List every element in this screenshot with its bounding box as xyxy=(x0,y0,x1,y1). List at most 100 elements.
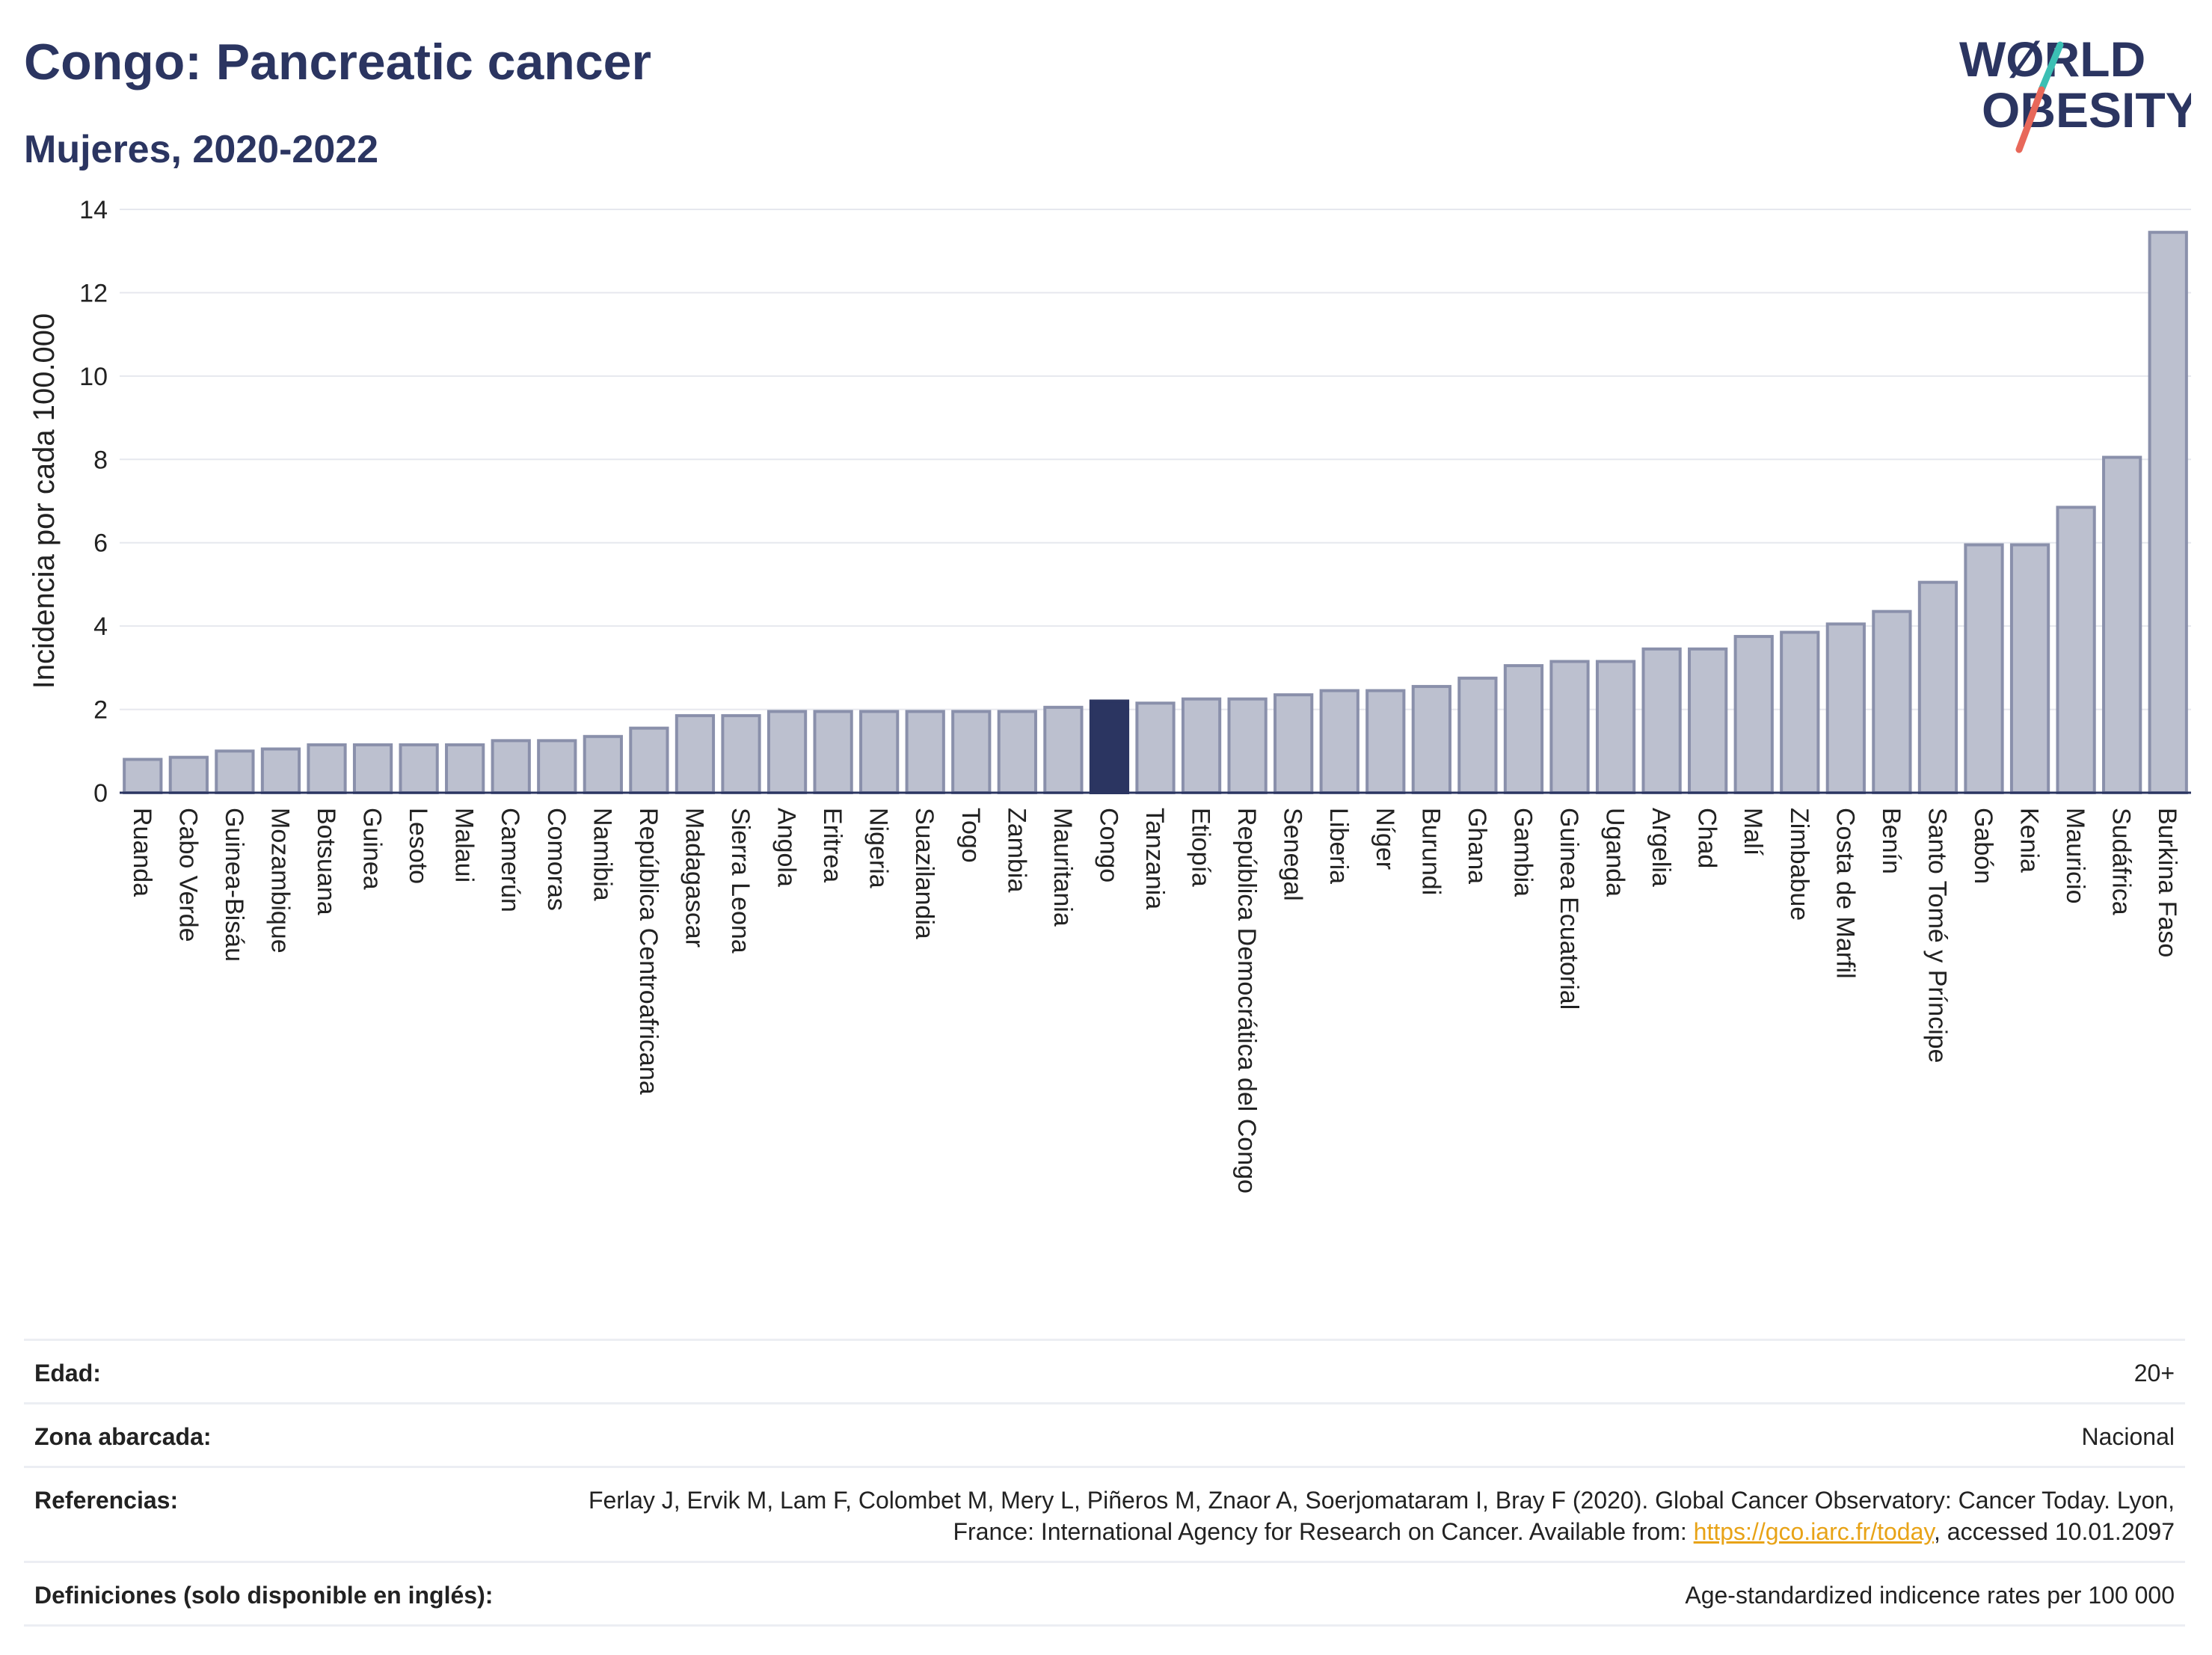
bar xyxy=(766,710,808,794)
bar xyxy=(1227,697,1268,795)
x-tick-label: Costa de Marfil xyxy=(1831,808,1859,979)
logo-slash-top xyxy=(2038,41,2064,93)
bar xyxy=(813,710,853,794)
bar xyxy=(1319,689,1360,794)
x-tick-label: Namibia xyxy=(588,808,616,901)
bar xyxy=(1641,647,1682,794)
x-tick-label: Congo xyxy=(1094,808,1122,882)
x-tick-label: Malaui xyxy=(450,808,479,882)
x-tick-label: Sierra Leona xyxy=(726,808,755,954)
axes: 0 2 4 6 8 10 12 14 Ruanda Cabo Verde Guinea-Bisáu M… xyxy=(79,196,2191,1194)
y-tick-label: 6 xyxy=(93,529,108,558)
x-tick-label: Angola xyxy=(772,808,801,887)
bar xyxy=(1274,693,1314,794)
bar xyxy=(537,739,577,794)
x-tick-label: Guinea-Bisáu xyxy=(220,808,248,962)
x-tick-label: Benín xyxy=(1877,808,1905,874)
bar xyxy=(1733,635,1774,794)
info-row-references: Referencias: Ferlay J, Ervik M, Lam F, C… xyxy=(24,1466,2185,1561)
reference-text: Ferlay J, Ervik M, Lam F, Colombet M, Me… xyxy=(588,1487,2175,1545)
bar xyxy=(1917,580,1958,795)
info-label-references: Referencias: xyxy=(34,1487,179,1514)
bar xyxy=(1043,705,1084,794)
bar xyxy=(675,713,716,795)
bar xyxy=(1549,660,1590,794)
bar xyxy=(1780,630,1820,794)
y-tick-label: 10 xyxy=(79,363,108,391)
y-tick-label: 12 xyxy=(79,279,108,307)
info-value-definitions: Age-standardized indicence rates per 100… xyxy=(1685,1582,2175,1609)
x-tick-label: Gambia xyxy=(1508,808,1537,897)
info-label-area: Zona abarcada: xyxy=(34,1423,212,1450)
x-tick-label: Níger xyxy=(1371,808,1399,870)
bar xyxy=(491,739,531,794)
x-tick-label: Cabo Verde xyxy=(173,808,202,942)
x-tick-label: Ruanda xyxy=(128,808,156,897)
x-tick-label: Suazilandia xyxy=(910,808,938,939)
x-tick-label: Uganda xyxy=(1601,808,1629,897)
x-tick-label: Kenia xyxy=(2015,808,2044,873)
x-tick-label: Senegal xyxy=(1279,808,1307,901)
bar xyxy=(1365,689,1406,794)
x-tick-label: Mozambique xyxy=(265,808,294,954)
x-tick-label: Botsuana xyxy=(312,808,340,915)
x-tick-label: Burundi xyxy=(1416,808,1445,895)
chart-subtitle: Mujeres, 2020-2022 xyxy=(24,128,379,171)
info-label-age: Edad: xyxy=(34,1360,101,1387)
bar xyxy=(997,710,1037,794)
bar xyxy=(215,749,255,794)
bar xyxy=(1411,684,1451,795)
info-value-age: 20+ xyxy=(2133,1360,2175,1387)
x-tick-label: Mauricio xyxy=(2061,808,2089,903)
info-value-area: Nacional xyxy=(2081,1423,2175,1450)
x-tick-label: Malí xyxy=(1739,808,1767,856)
world-obesity-logo: WØRLD OBESITY xyxy=(1959,31,2191,153)
bar xyxy=(399,743,439,795)
x-tick-label: República Democrática del Congo xyxy=(1232,808,1261,1194)
chart-title: Congo: Pancreatic cancer xyxy=(24,34,651,90)
reference-accessed: , accessed 10.01.2097 xyxy=(1933,1518,2175,1545)
bar xyxy=(2056,506,2096,794)
x-tick-label: Chad xyxy=(1693,808,1721,868)
bar xyxy=(1872,610,1912,795)
x-tick-label: Mauritania xyxy=(1048,808,1077,927)
bar xyxy=(123,758,163,795)
x-tick-label: Camerún xyxy=(496,808,524,912)
bar xyxy=(1089,699,1130,795)
info-row-area: Zona abarcada: Nacional xyxy=(24,1402,2185,1466)
y-tick-label: 2 xyxy=(93,696,108,725)
info-value-references: Ferlay J, Ervik M, Lam F, Colombet M, Me… xyxy=(529,1484,2175,1547)
y-tick-label: 4 xyxy=(93,612,108,641)
x-tick-label: Madagascar xyxy=(680,808,708,948)
info-row-age: Edad: 20+ xyxy=(24,1339,2185,1402)
bar xyxy=(1595,660,1636,794)
x-tick-label: Guinea Ecuatorial xyxy=(1555,808,1583,1010)
bar xyxy=(629,726,669,795)
y-tick-label: 14 xyxy=(79,196,108,224)
bar xyxy=(2148,230,2188,794)
bar xyxy=(1135,701,1176,795)
x-tick-label: Guinea xyxy=(358,808,387,890)
x-tick-label: Zimbabue xyxy=(1785,808,1813,921)
x-tick-label: Lesoto xyxy=(404,808,432,884)
bar xyxy=(859,710,900,794)
reference-link[interactable]: https://gco.iarc.fr/today xyxy=(1693,1518,1934,1545)
x-tick-label: Tanzania xyxy=(1140,808,1169,909)
logo-slash-bottom xyxy=(2015,86,2045,153)
info-table: Edad: 20+ Zona abarcada: Nacional Refere… xyxy=(24,1339,2185,1627)
bar xyxy=(1688,647,1728,794)
y-tick-label: 8 xyxy=(93,446,108,474)
bar xyxy=(1964,543,2004,794)
x-tick-label: Liberia xyxy=(1324,808,1353,884)
logo-line-2: OBESITY xyxy=(1982,82,2191,138)
bar xyxy=(905,710,945,794)
bar xyxy=(307,743,347,795)
bar xyxy=(951,710,992,794)
x-tick-label: Zambia xyxy=(1002,808,1030,892)
bar xyxy=(721,713,761,795)
bar xyxy=(1181,697,1222,795)
x-tick-label: Burkina Faso xyxy=(2153,808,2181,957)
bar xyxy=(168,755,209,795)
x-tick-label: Etiopía xyxy=(1187,808,1215,887)
bar xyxy=(445,743,485,795)
